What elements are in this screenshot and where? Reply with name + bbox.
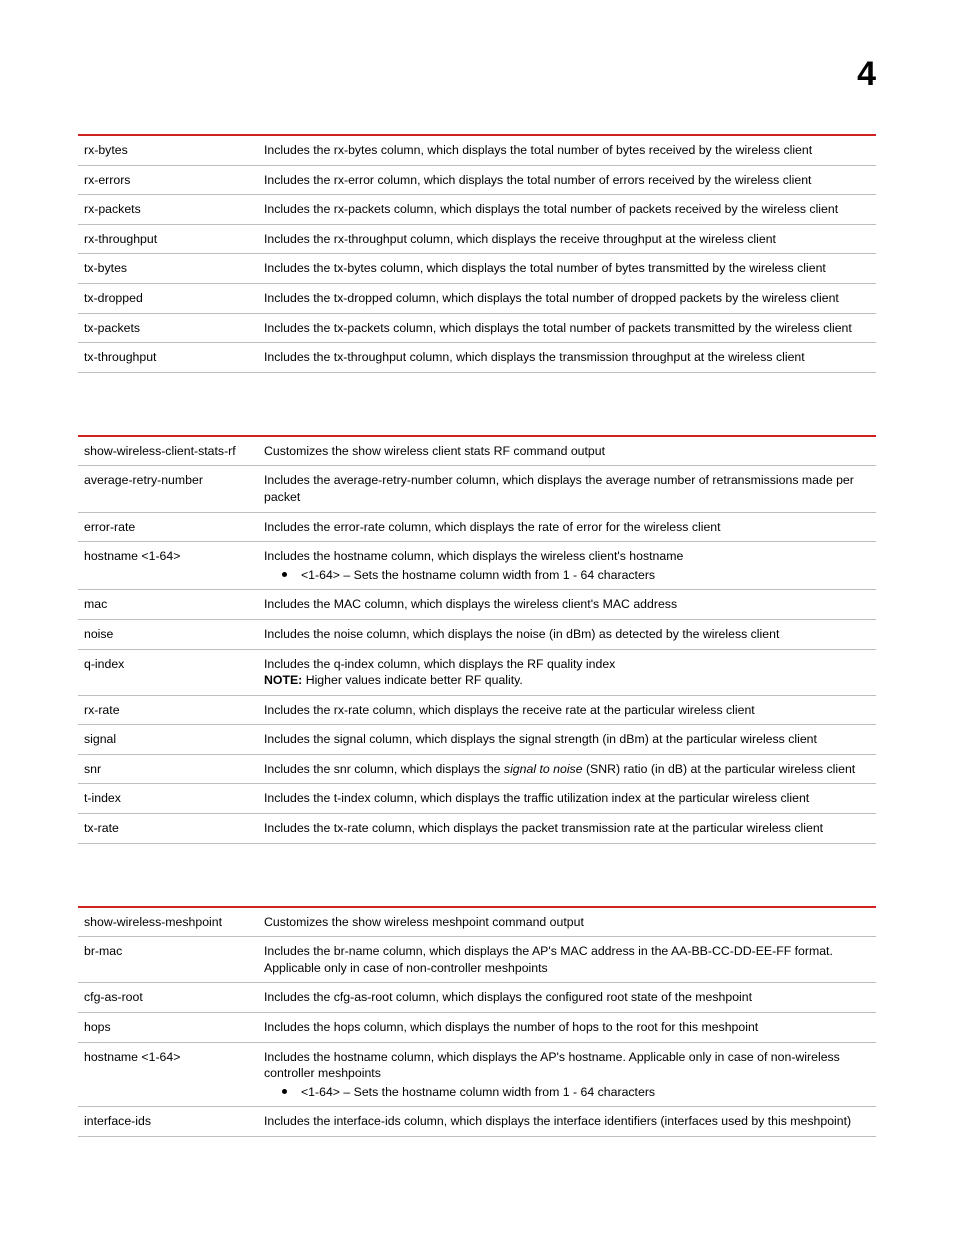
desc-cell: Includes the noise column, which display…: [258, 619, 876, 649]
desc-cell: Includes the rx-throughput column, which…: [258, 224, 876, 254]
desc-cell: Includes the interface-ids column, which…: [258, 1107, 876, 1137]
desc-cell: Includes the q-index column, which displ…: [258, 649, 876, 695]
desc-cell: Includes the tx-bytes column, which disp…: [258, 254, 876, 284]
table-row: interface-ids Includes the interface-ids…: [78, 1107, 876, 1137]
note-text-value: Higher values indicate better RF quality…: [306, 673, 523, 687]
desc-pre: Includes the snr column, which displays …: [264, 762, 504, 776]
table-row: mac Includes the MAC column, which displ…: [78, 590, 876, 620]
desc-italic: signal to noise: [504, 762, 583, 776]
table-wireless-meshpoint: show-wireless-meshpoint Customizes the s…: [78, 906, 876, 1137]
bullet-icon: [282, 572, 287, 577]
table-row: show-wireless-client-stats-rf Customizes…: [78, 436, 876, 466]
table-row: tx-packets Includes the tx-packets colum…: [78, 313, 876, 343]
param-cell: hostname <1-64>: [78, 1042, 258, 1107]
table-row: t-index Includes the t-index column, whi…: [78, 784, 876, 814]
param-cell: noise: [78, 619, 258, 649]
desc-cell: Includes the average-retry-number column…: [258, 466, 876, 512]
page: 4 rx-bytes Includes the rx-bytes column,…: [0, 0, 954, 1235]
table-row: rx-throughput Includes the rx-throughput…: [78, 224, 876, 254]
param-cell: snr: [78, 754, 258, 784]
param-cell: hops: [78, 1013, 258, 1043]
table-row: rx-errors Includes the rx-error column, …: [78, 165, 876, 195]
desc-cell: Includes the hops column, which displays…: [258, 1013, 876, 1043]
desc-cell: Includes the tx-rate column, which displ…: [258, 814, 876, 844]
param-cell: q-index: [78, 649, 258, 695]
table-row: cfg-as-root Includes the cfg-as-root col…: [78, 983, 876, 1013]
desc-cell: Includes the tx-packets column, which di…: [258, 313, 876, 343]
desc-cell: Customizes the show wireless meshpoint c…: [258, 907, 876, 937]
param-cell: rx-bytes: [78, 135, 258, 165]
bullet-item: <1-64> – Sets the hostname column width …: [264, 567, 870, 584]
desc-text: Includes the hostname column, which disp…: [264, 1050, 840, 1081]
table-wireless-client-stats-rf: show-wireless-client-stats-rf Customizes…: [78, 435, 876, 844]
desc-cell: Includes the signal column, which displa…: [258, 725, 876, 755]
param-cell: average-retry-number: [78, 466, 258, 512]
param-cell: tx-bytes: [78, 254, 258, 284]
bullet-icon: [282, 1089, 287, 1094]
param-cell: error-rate: [78, 512, 258, 542]
param-cell: rx-throughput: [78, 224, 258, 254]
param-cell: interface-ids: [78, 1107, 258, 1137]
table-row: show-wireless-meshpoint Customizes the s…: [78, 907, 876, 937]
table-wireless-client-stats: rx-bytes Includes the rx-bytes column, w…: [78, 134, 876, 373]
table-row: snr Includes the snr column, which displ…: [78, 754, 876, 784]
desc-cell: Includes the cfg-as-root column, which d…: [258, 983, 876, 1013]
desc-cell: Includes the hostname column, which disp…: [258, 1042, 876, 1107]
desc-cell: Includes the tx-dropped column, which di…: [258, 283, 876, 313]
table-row: rx-rate Includes the rx-rate column, whi…: [78, 695, 876, 725]
desc-cell: Includes the snr column, which displays …: [258, 754, 876, 784]
table-row: hostname <1-64> Includes the hostname co…: [78, 1042, 876, 1107]
table-row: signal Includes the signal column, which…: [78, 725, 876, 755]
desc-cell: Includes the error-rate column, which di…: [258, 512, 876, 542]
param-cell: rx-errors: [78, 165, 258, 195]
desc-cell: Includes the tx-throughput column, which…: [258, 343, 876, 373]
param-cell: tx-rate: [78, 814, 258, 844]
desc-cell: Includes the t-index column, which displ…: [258, 784, 876, 814]
table-row: q-index Includes the q-index column, whi…: [78, 649, 876, 695]
param-cell: signal: [78, 725, 258, 755]
param-cell: t-index: [78, 784, 258, 814]
desc-post: (SNR) ratio (in dB) at the particular wi…: [583, 762, 856, 776]
param-cell: hostname <1-64>: [78, 542, 258, 590]
desc-cell: Includes the rx-error column, which disp…: [258, 165, 876, 195]
param-cell: mac: [78, 590, 258, 620]
param-cell: show-wireless-meshpoint: [78, 907, 258, 937]
desc-cell: Includes the MAC column, which displays …: [258, 590, 876, 620]
desc-text: Includes the q-index column, which displ…: [264, 656, 870, 673]
table-row: tx-rate Includes the tx-rate column, whi…: [78, 814, 876, 844]
table-row: average-retry-number Includes the averag…: [78, 466, 876, 512]
param-cell: show-wireless-client-stats-rf: [78, 436, 258, 466]
param-cell: tx-dropped: [78, 283, 258, 313]
table-row: rx-bytes Includes the rx-bytes column, w…: [78, 135, 876, 165]
table-row: noise Includes the noise column, which d…: [78, 619, 876, 649]
param-cell: rx-packets: [78, 195, 258, 225]
bullet-text: <1-64> – Sets the hostname column width …: [301, 1084, 655, 1101]
bullet-text: <1-64> – Sets the hostname column width …: [301, 567, 655, 584]
desc-text: Includes the hostname column, which disp…: [264, 549, 683, 563]
desc-cell: Customizes the show wireless client stat…: [258, 436, 876, 466]
note-label: NOTE:: [264, 673, 302, 687]
param-cell: br-mac: [78, 937, 258, 983]
param-cell: cfg-as-root: [78, 983, 258, 1013]
table-row: error-rate Includes the error-rate colum…: [78, 512, 876, 542]
param-cell: tx-packets: [78, 313, 258, 343]
table-row: br-mac Includes the br-name column, whic…: [78, 937, 876, 983]
table-row: tx-bytes Includes the tx-bytes column, w…: [78, 254, 876, 284]
page-number: 4: [857, 55, 876, 94]
desc-cell: Includes the rx-rate column, which displ…: [258, 695, 876, 725]
table-row: rx-packets Includes the rx-packets colum…: [78, 195, 876, 225]
table-row: hops Includes the hops column, which dis…: [78, 1013, 876, 1043]
desc-cell: Includes the rx-packets column, which di…: [258, 195, 876, 225]
desc-cell: Includes the rx-bytes column, which disp…: [258, 135, 876, 165]
table-row: tx-throughput Includes the tx-throughput…: [78, 343, 876, 373]
desc-cell: Includes the br-name column, which displ…: [258, 937, 876, 983]
param-cell: rx-rate: [78, 695, 258, 725]
table-row: tx-dropped Includes the tx-dropped colum…: [78, 283, 876, 313]
bullet-item: <1-64> – Sets the hostname column width …: [264, 1084, 870, 1101]
table-row: hostname <1-64> Includes the hostname co…: [78, 542, 876, 590]
desc-cell: Includes the hostname column, which disp…: [258, 542, 876, 590]
note-line: NOTE: Higher values indicate better RF q…: [264, 672, 870, 689]
param-cell: tx-throughput: [78, 343, 258, 373]
